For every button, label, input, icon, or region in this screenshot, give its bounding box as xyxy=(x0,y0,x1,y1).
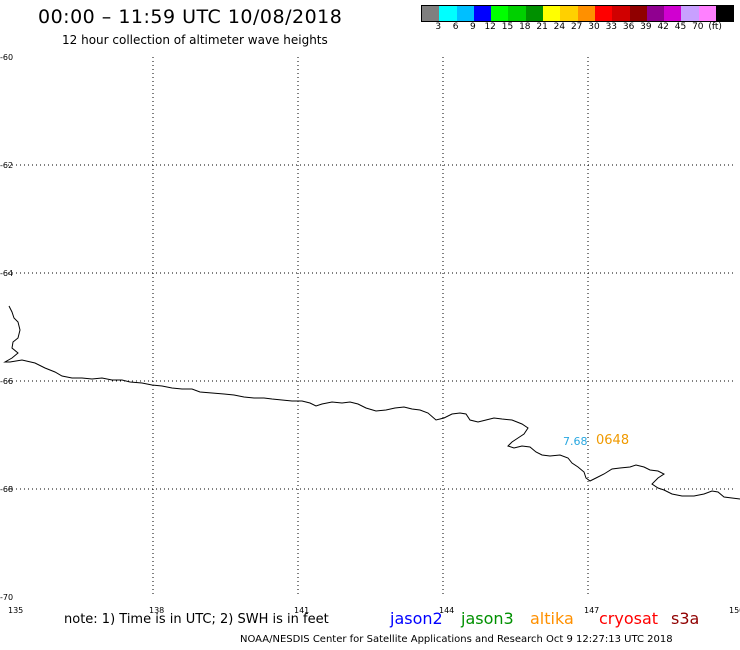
map-gridlines xyxy=(8,57,733,597)
colorbar-swatch xyxy=(646,6,665,21)
colorbar-label: 24 xyxy=(553,22,566,32)
longitude-label: 144 xyxy=(439,606,454,615)
longitude-label: 150 xyxy=(729,606,740,615)
colorbar-label: 45 xyxy=(674,22,687,32)
satellite-legend-jason2: jason2 xyxy=(390,609,443,628)
colorbar-swatch xyxy=(456,6,474,21)
units-note: note: 1) Time is in UTC; 2) SWH is in fe… xyxy=(64,612,329,627)
colorbar-label: 12 xyxy=(484,22,496,32)
colorbar-label: 9 xyxy=(470,22,476,32)
colorbar-swatch xyxy=(422,6,440,21)
satellite-legend-cryosat: cryosat xyxy=(599,609,659,628)
colorbar-swatch xyxy=(560,6,578,21)
wave-height-colorbar xyxy=(421,5,735,22)
colorbar-label: (ft) xyxy=(708,22,722,32)
antarctic-coastline xyxy=(3,305,740,500)
colorbar-swatch xyxy=(473,6,492,21)
colorbar-label: 3 xyxy=(435,22,442,32)
longitude-label: 138 xyxy=(149,606,164,615)
longitude-labels: 135 138 141 144 147 150 xyxy=(8,606,740,615)
satellite-legend-altika: altika xyxy=(530,609,574,628)
colorbar-label: 33 xyxy=(605,22,618,32)
colorbar-label: 15 xyxy=(501,22,514,32)
colorbar-swatch xyxy=(716,6,734,21)
colorbar-swatch xyxy=(698,6,717,21)
colorbar-swatch xyxy=(525,6,544,21)
colorbar-swatch xyxy=(508,6,526,21)
latitude-label: -60 xyxy=(0,53,13,62)
page-subtitle: 12 hour collection of altimeter wave hei… xyxy=(62,33,328,47)
colorbar-label: 70 xyxy=(692,22,704,32)
colorbar-label: 21 xyxy=(536,22,548,32)
latitude-label: -66 xyxy=(0,377,13,386)
colorbar-swatch xyxy=(681,6,699,21)
latitude-label: -64 xyxy=(0,269,13,278)
colorbar-label: 27 xyxy=(570,22,583,32)
swh-value-label: 7.68 xyxy=(563,435,588,448)
colorbar-label: 18 xyxy=(519,22,531,32)
colorbar-swatch xyxy=(612,6,630,21)
longitude-label: 135 xyxy=(8,606,23,615)
colorbar-swatch xyxy=(594,6,613,21)
colorbar-label: 42 xyxy=(657,22,669,32)
credit-line: NOAA/NESDIS Center for Satellite Applica… xyxy=(240,634,673,645)
page-title: 00:00 – 11:59 UTC 10/08/2018 xyxy=(38,6,343,28)
satellite-legend-s3a: s3a xyxy=(671,609,700,628)
colorbar-swatch xyxy=(629,6,647,21)
observation-time-label: 0648 xyxy=(596,433,630,448)
colorbar-swatch xyxy=(577,6,595,21)
colorbar-label: 6 xyxy=(452,22,459,32)
longitude-label: 141 xyxy=(294,606,309,615)
latitude-labels: -60 -62 -64 -66 -68 -70 xyxy=(0,53,13,602)
latitude-label: -62 xyxy=(0,161,13,170)
colorbar-swatch xyxy=(491,6,509,21)
colorbar-swatch xyxy=(543,6,561,21)
colorbar-label: 39 xyxy=(640,22,652,32)
colorbar-label: 30 xyxy=(588,22,600,32)
latitude-label: -70 xyxy=(0,593,13,602)
colorbar-swatch xyxy=(439,6,457,21)
latitude-label: -68 xyxy=(0,485,13,494)
satellite-legend-jason3: jason3 xyxy=(461,609,514,628)
longitude-label: 147 xyxy=(584,606,599,615)
colorbar-label: 36 xyxy=(622,22,635,32)
colorbar-swatch xyxy=(664,6,682,21)
